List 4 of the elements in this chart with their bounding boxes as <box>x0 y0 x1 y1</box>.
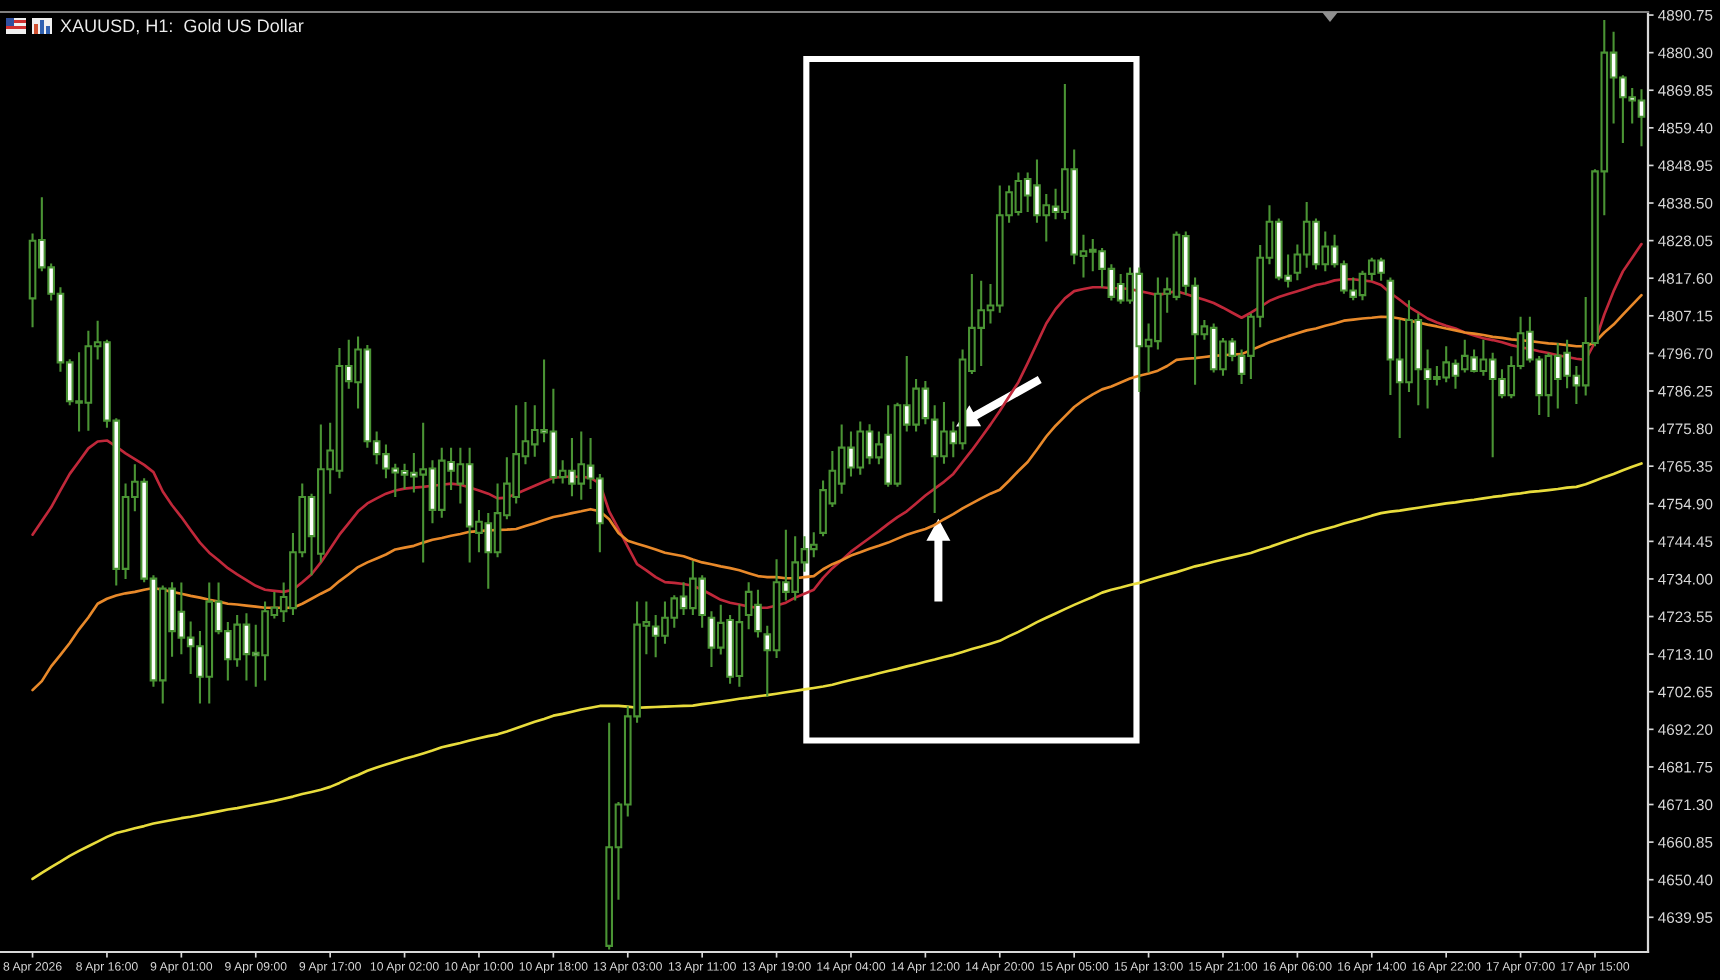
line-series <box>31 242 1643 610</box>
chart-title: XAUUSD, H1: Gold US Dollar <box>60 18 304 35</box>
line-series <box>31 462 1643 881</box>
line-series <box>31 293 1643 692</box>
